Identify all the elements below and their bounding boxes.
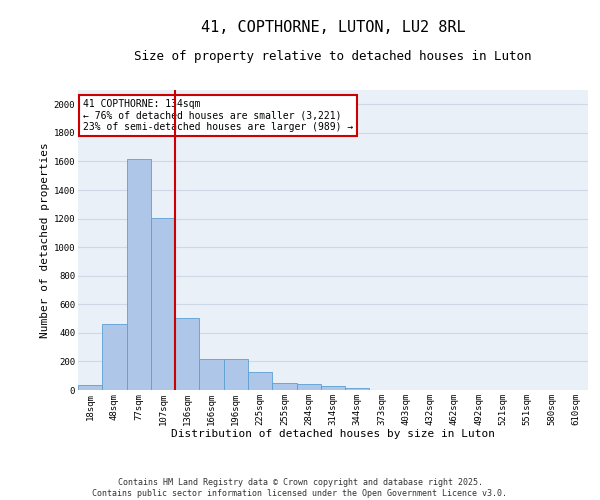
Bar: [199, 358, 224, 390]
Bar: [272, 383, 296, 390]
Bar: [78, 385, 102, 390]
X-axis label: Distribution of detached houses by size in Luton: Distribution of detached houses by size …: [171, 429, 495, 439]
Bar: [248, 372, 272, 390]
Bar: [321, 386, 345, 390]
Bar: [151, 218, 175, 390]
Text: 41, COPTHORNE, LUTON, LU2 8RL: 41, COPTHORNE, LUTON, LU2 8RL: [200, 20, 466, 35]
Bar: [127, 158, 151, 390]
Bar: [102, 324, 127, 390]
Text: Size of property relative to detached houses in Luton: Size of property relative to detached ho…: [134, 50, 532, 63]
Bar: [296, 384, 321, 390]
Text: 41 COPTHORNE: 134sqm
← 76% of detached houses are smaller (3,221)
23% of semi-de: 41 COPTHORNE: 134sqm ← 76% of detached h…: [83, 99, 353, 132]
Bar: [175, 318, 199, 390]
Text: Contains HM Land Registry data © Crown copyright and database right 2025.
Contai: Contains HM Land Registry data © Crown c…: [92, 478, 508, 498]
Y-axis label: Number of detached properties: Number of detached properties: [40, 142, 50, 338]
Bar: [224, 358, 248, 390]
Bar: [345, 388, 370, 390]
